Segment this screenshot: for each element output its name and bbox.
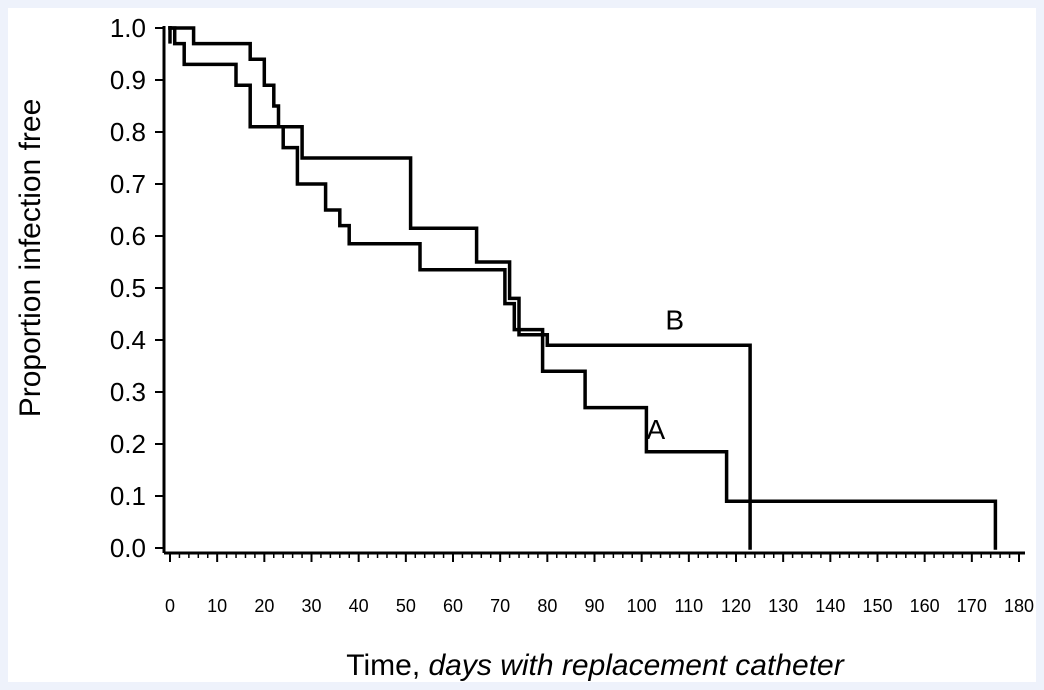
- x-tick-label: 0: [165, 596, 175, 616]
- x-tick-label: 160: [910, 596, 940, 616]
- x-axis-title-italic: days with replacement catheter: [429, 649, 845, 682]
- x-tick-label: 180: [1004, 596, 1034, 616]
- y-tick-label: 0.5: [110, 273, 146, 303]
- series-a-line: [168, 26, 998, 550]
- x-tick-label: 100: [627, 596, 657, 616]
- background-right-band: [1036, 0, 1044, 690]
- y-tick-label: 0.6: [110, 221, 146, 251]
- series-group: [168, 26, 998, 550]
- series-label-group: AB: [646, 305, 684, 445]
- y-tick-label: 0.7: [110, 169, 146, 199]
- x-tick-label: 150: [862, 596, 892, 616]
- x-tick-label: 50: [396, 596, 416, 616]
- x-tick-label: 120: [721, 596, 751, 616]
- y-tick-group: 0.0 0.1 0.2 0.3 0.4 0.5 0.6 0.7 0.8 0.9 1.0: [110, 13, 164, 563]
- x-tick-label: 80: [537, 596, 557, 616]
- y-tick-label: 0.4: [110, 325, 146, 355]
- x-axis-title: Time, days with replacement catheter: [346, 649, 844, 682]
- series-a-label: A: [646, 414, 665, 445]
- y-tick-label: 0.9: [110, 65, 146, 95]
- background-bottom-band: [0, 682, 1044, 690]
- y-tick-label: 0.2: [110, 429, 146, 459]
- x-tick-label: 90: [584, 596, 604, 616]
- y-tick-label: 1.0: [110, 13, 146, 43]
- x-tick-label: 20: [254, 596, 274, 616]
- y-axis-title: Proportion infection free: [14, 99, 47, 418]
- background-top-band: [0, 0, 1044, 8]
- background-left-band: [0, 0, 8, 690]
- x-tick-label: 170: [957, 596, 987, 616]
- y-tick-label: 0.1: [110, 481, 146, 511]
- x-tick-label: 60: [443, 596, 463, 616]
- x-tick-label: 40: [349, 596, 369, 616]
- series-b-label: B: [665, 305, 684, 336]
- x-tick-label: 140: [815, 596, 845, 616]
- y-tick-label: 0.8: [110, 117, 146, 147]
- x-tick-label: 110: [674, 596, 703, 616]
- x-tick-label: 70: [490, 596, 510, 616]
- x-tick-label: 130: [768, 596, 798, 616]
- series-b-line: [168, 26, 752, 550]
- x-tick-group: 0 10 20 30 40 50 60 70 80 90 100 110 120 130 140 150 160…: [165, 553, 1034, 616]
- x-tick-label: 30: [301, 596, 321, 616]
- y-tick-label: 0.3: [110, 377, 146, 407]
- x-tick-label: 10: [207, 596, 227, 616]
- y-tick-label: 0.0: [110, 533, 146, 563]
- x-axis-title-prefix: Time,: [346, 649, 428, 682]
